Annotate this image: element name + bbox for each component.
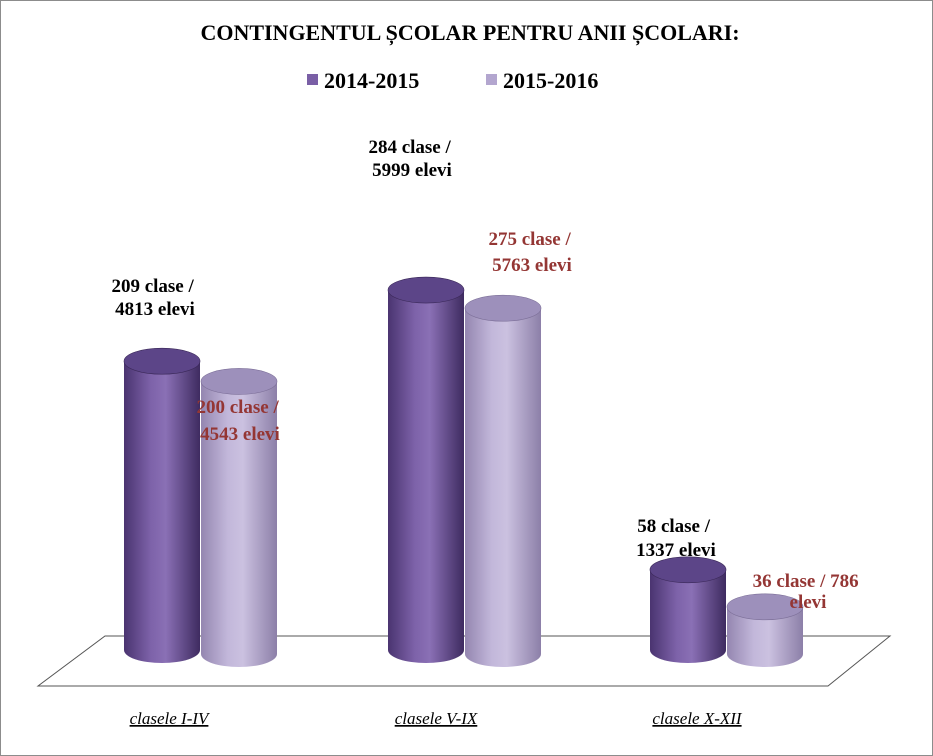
legend-label-2014-2015: 2014-2015 [324,68,419,93]
value-label-2014-2015-clasele-i-iv: 209 clase / 4813 elevi [111,276,198,320]
bar-body [124,361,200,663]
category-labels: clasele I-IV clasele V-IX clasele X-XII [130,709,743,728]
bar-top [649,556,727,584]
category-label-clasele-v-ix: clasele V-IX [395,709,478,728]
bar-body [201,381,277,667]
bar-top [726,593,804,621]
category-label-clasele-x-xii: clasele X-XII [652,709,743,728]
category-label-clasele-i-iv: clasele I-IV [130,709,211,728]
legend-swatch-2014-2015 [307,74,318,85]
bar-2014-2015-clasele-v-ix [387,276,465,663]
bar-2014-2015-clasele-x-xii [649,556,727,663]
bar-top [387,276,465,304]
bar-body [465,308,541,667]
bar-2014-2015-clasele-i-iv [123,347,201,663]
bar-top [200,368,278,395]
legend-label-2015-2016: 2015-2016 [503,68,598,93]
value-labels: 209 clase / 4813 elevi 200 clase / 4543 … [111,137,864,613]
bar-body [727,606,803,667]
legend-swatch-2015-2016 [486,74,497,85]
bar-body [650,569,726,663]
chart-title: CONTINGENTUL ȘCOLAR PENTRU ANII ȘCOLARI: [200,20,739,46]
value-label-2014-2015-clasele-x-xii: 58 clase / 1337 elevi [636,516,716,561]
bar-2015-2016-clasele-x-xii [726,593,804,667]
bars-group [123,276,804,667]
bar-2015-2016-clasele-v-ix [464,294,542,667]
bar-2015-2016-clasele-i-iv [200,368,278,667]
value-label-2015-2016-clasele-v-ix: 275 clase / 5763 elevi [488,229,575,276]
bar-top [464,294,542,322]
value-label-2015-2016-clasele-x-xii: 36 clase / 786 elevi [753,571,864,613]
value-label-2014-2015-clasele-v-ix: 284 clase / 5999 elevi [368,137,455,181]
legend: 2014-2015 2015-2016 [307,68,598,93]
value-label-2015-2016-clasele-i-iv: 200 clase / 4543 elevi [196,397,283,445]
bar-body [388,290,464,663]
bar-top [123,347,201,375]
